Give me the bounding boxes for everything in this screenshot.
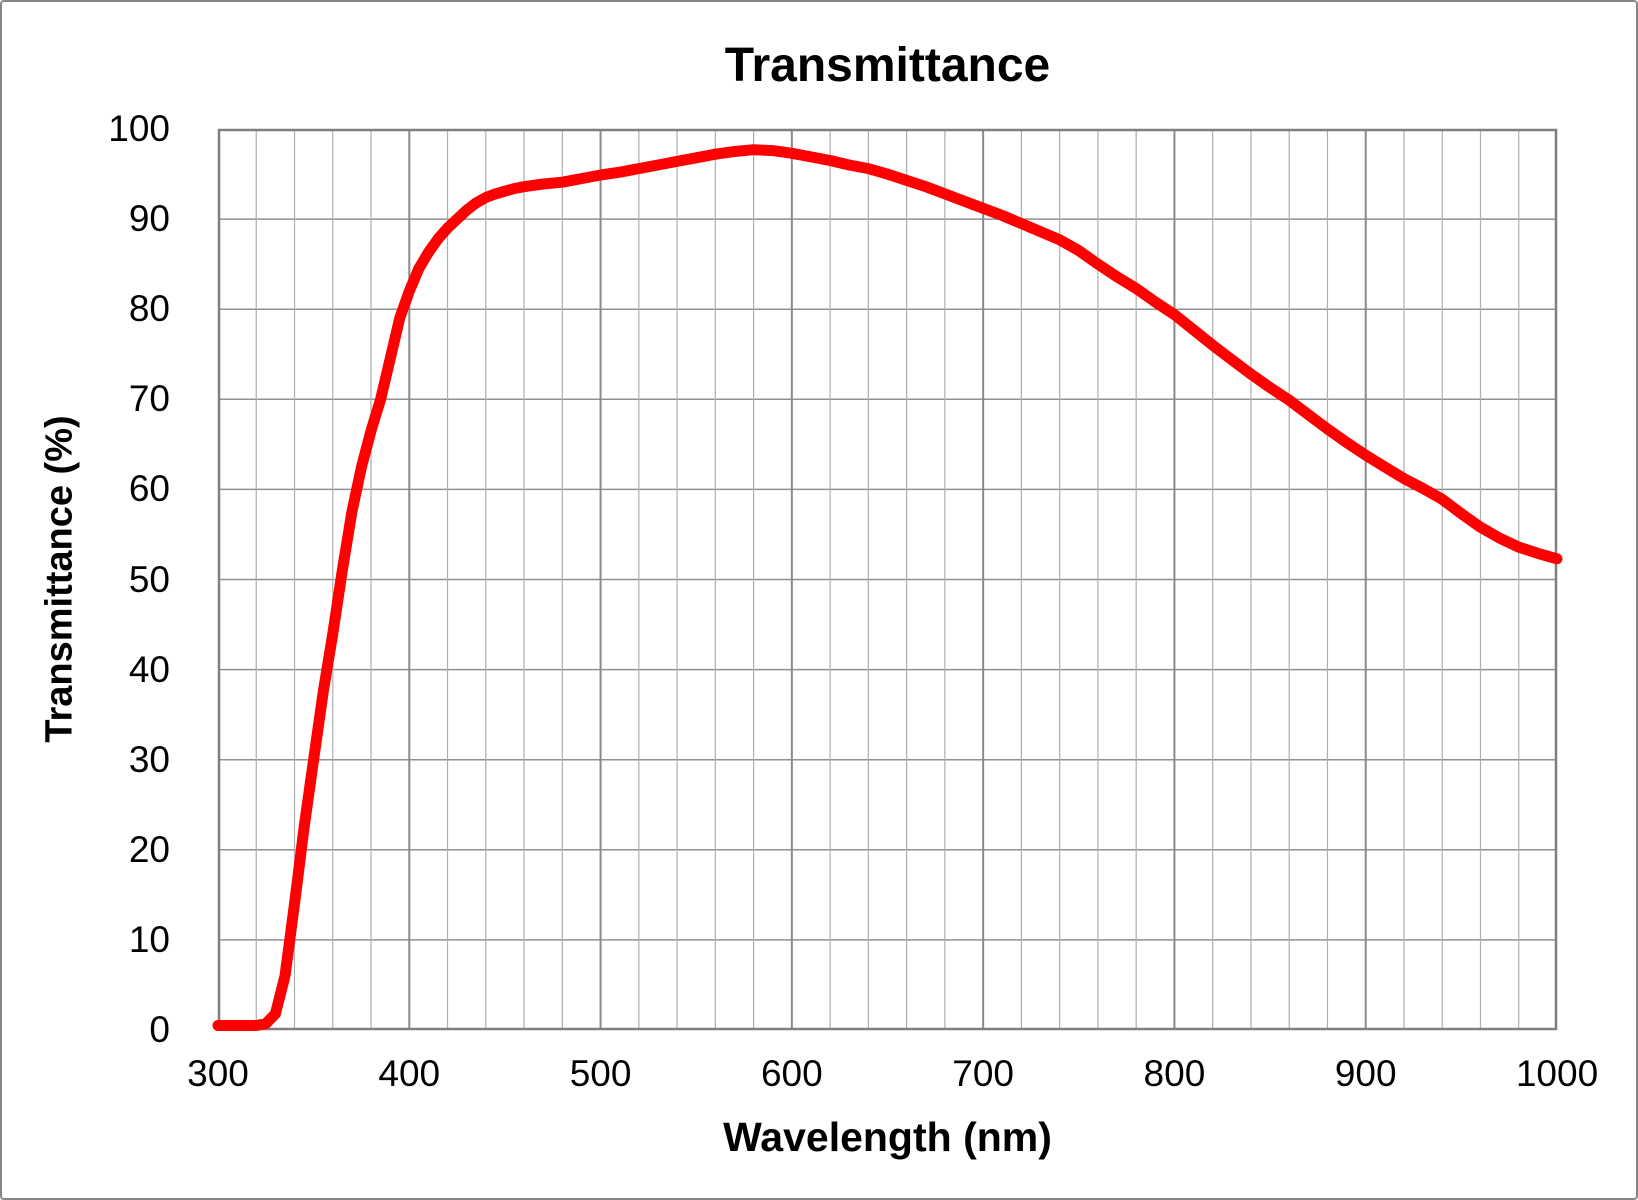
x-tick-label: 900 [1334,1053,1397,1094]
series-curve [212,144,1563,1031]
y-tick-label: 40 [128,648,170,690]
y-tick-label: 0 [149,1009,170,1050]
x-tick-label: 700 [952,1053,1014,1094]
x-tick-label: 400 [378,1053,441,1094]
y-tick-label: 20 [128,828,170,870]
x-tick-label: 1000 [1515,1053,1599,1094]
y-tick-label: 70 [128,378,170,420]
plot-area [212,128,1563,1031]
x-axis-title: Wavelength (nm) [723,1114,1052,1160]
y-tick-label: 30 [128,738,170,780]
y-tick-label: 100 [108,108,170,149]
x-tick-label: 600 [760,1053,823,1094]
y-tick-label: 10 [128,918,170,960]
x-tick-label: 800 [1143,1053,1206,1094]
y-tick-label: 60 [128,468,170,510]
x-tick-label: 300 [187,1053,249,1094]
y-tick-label: 50 [128,558,170,600]
y-axis-title-text: Transmittance (%) [38,415,81,743]
chart-title: Transmittance [724,39,1051,92]
y-tick-label: 90 [128,198,170,240]
x-tick-label: 500 [569,1053,632,1094]
plot-border [217,128,1558,1031]
y-tick-label: 80 [128,288,170,330]
